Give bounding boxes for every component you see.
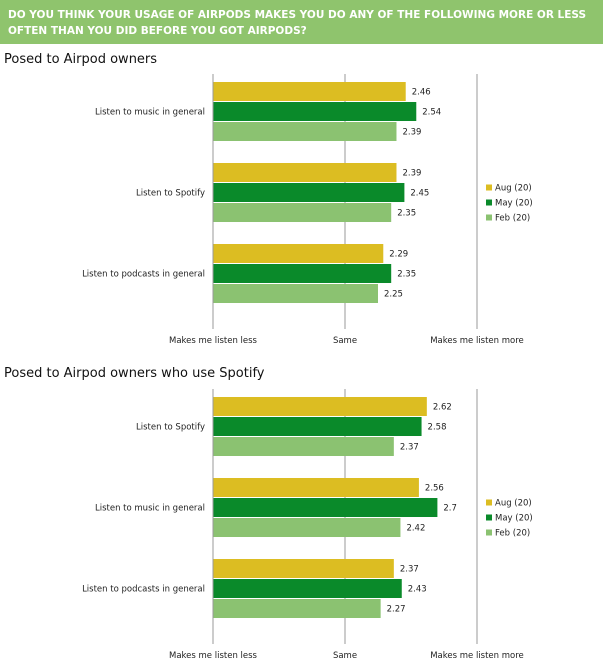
legend-label: Aug (20) — [495, 499, 532, 509]
chart-2-title: Posed to Airpod owners who use Spotify — [4, 366, 265, 381]
chart-1-title: Posed to Airpod owners — [4, 52, 158, 67]
value-label: 2.56 — [425, 484, 444, 494]
bar — [213, 284, 378, 303]
legend-swatch — [486, 499, 492, 506]
legend-swatch — [486, 184, 492, 191]
value-label: 2.58 — [428, 423, 447, 433]
bar — [213, 183, 405, 202]
x-tick-label: Makes me listen less — [169, 336, 258, 346]
value-label: 2.45 — [410, 189, 429, 199]
bar — [213, 599, 381, 618]
question-header: DO YOU THINK YOUR USAGE OF AIRPODS MAKES… — [0, 0, 603, 44]
bar — [213, 579, 402, 598]
value-label: 2.46 — [412, 88, 431, 98]
legend-swatch — [486, 199, 492, 206]
legend-swatch — [486, 514, 492, 521]
category-label: Listen to podcasts in general — [82, 270, 205, 280]
category-label: Listen to Spotify — [136, 423, 205, 433]
bar — [213, 244, 384, 263]
value-label: 2.37 — [400, 443, 419, 453]
legend-swatch — [486, 529, 492, 536]
bar — [213, 122, 397, 141]
value-label: 2.25 — [384, 290, 403, 300]
value-label: 2.39 — [402, 128, 421, 138]
bar — [213, 102, 417, 121]
legend-label: Aug (20) — [495, 184, 532, 194]
bar — [213, 397, 427, 416]
category-label: Listen to music in general — [95, 504, 205, 514]
chart-1: Makes me listen less Same Makes me listen … — [82, 74, 533, 346]
bar — [213, 437, 394, 456]
value-label: 2.39 — [402, 169, 421, 179]
legend-label: Feb (20) — [495, 529, 530, 539]
bar — [213, 518, 401, 537]
chart-2: Makes me listen less Same Makes me listen … — [82, 389, 533, 661]
value-label: 2.43 — [408, 585, 427, 595]
bar — [213, 163, 397, 182]
bar — [213, 203, 392, 222]
value-label: 2.29 — [389, 250, 408, 260]
value-label: 2.35 — [397, 209, 416, 219]
bar — [213, 559, 394, 578]
value-label: 2.7 — [443, 504, 457, 514]
x-tick-label: Makes me listen less — [169, 651, 258, 661]
legend-label: May (20) — [495, 514, 533, 524]
value-label: 2.54 — [422, 108, 441, 118]
x-tick-label: Makes me listen more — [430, 651, 524, 661]
value-label: 2.35 — [397, 270, 416, 280]
value-label: 2.62 — [433, 403, 452, 413]
bar — [213, 264, 392, 283]
x-tick-label: Makes me listen more — [430, 336, 524, 346]
value-label: 2.27 — [387, 605, 406, 615]
x-tick-label: Same — [333, 336, 357, 346]
legend-swatch — [486, 214, 492, 221]
bar — [213, 82, 406, 101]
bar — [213, 417, 422, 436]
bar — [213, 478, 419, 497]
legend-label: May (20) — [495, 199, 533, 209]
legend-label: Feb (20) — [495, 214, 530, 224]
question-text: DO YOU THINK YOUR USAGE OF AIRPODS MAKES… — [8, 9, 587, 37]
category-label: Listen to music in general — [95, 108, 205, 118]
value-label: 2.37 — [400, 565, 419, 575]
category-label: Listen to podcasts in general — [82, 585, 205, 595]
x-tick-label: Same — [333, 651, 357, 661]
value-label: 2.42 — [406, 524, 425, 534]
category-label: Listen to Spotify — [136, 189, 205, 199]
bar — [213, 498, 438, 517]
